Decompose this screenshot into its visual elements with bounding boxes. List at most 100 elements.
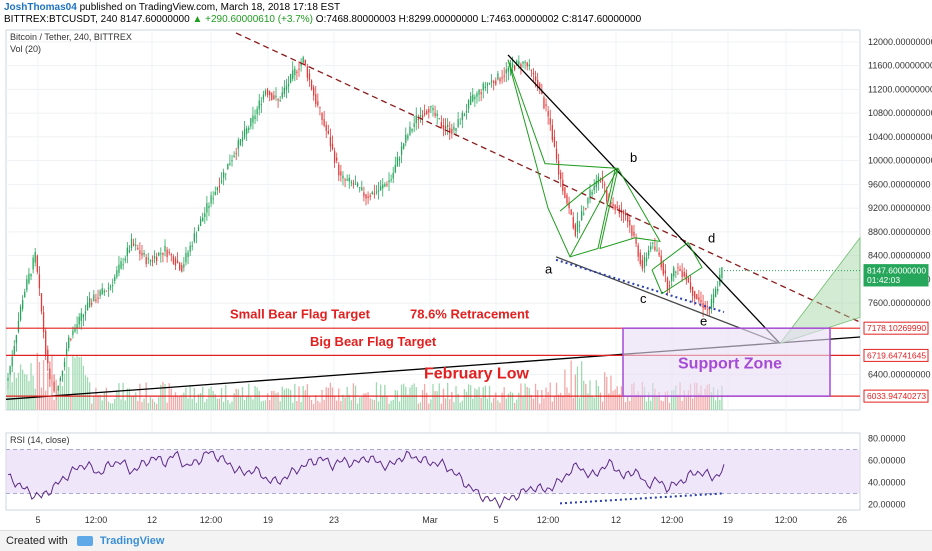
candle-body (294, 68, 296, 76)
volume-bar (262, 400, 265, 410)
volume-bar (484, 385, 486, 410)
candle-body (683, 271, 685, 277)
volume-bar (57, 390, 59, 410)
tradingview-logo-icon[interactable] (76, 536, 93, 547)
volume-bar (24, 374, 26, 410)
retracement-label: 78.6% Retracement (410, 307, 530, 322)
candle-body (227, 163, 229, 170)
candle-body (480, 92, 482, 95)
candle-body (601, 178, 604, 182)
candle-body (478, 89, 480, 95)
candle-body (516, 60, 518, 66)
volume-bar (520, 383, 522, 410)
candle-body (589, 190, 591, 200)
candle-body (231, 159, 233, 162)
volume-bar (174, 392, 177, 410)
volume-bar (482, 387, 484, 410)
volume-bar (537, 389, 539, 410)
volume-bar (55, 379, 57, 410)
candle-body (476, 93, 478, 97)
volume-bar (390, 400, 392, 410)
candle-body (68, 337, 70, 349)
candle-body (566, 194, 568, 204)
price-chart[interactable]: 12000.00000000 11600.00000000 11200.000000… (0, 28, 932, 530)
volume-bar (612, 390, 614, 410)
volume-bar (560, 392, 562, 410)
volume-bar (275, 392, 277, 410)
candle-body (254, 115, 256, 120)
volume-bar (453, 402, 455, 410)
candle-body (490, 80, 493, 83)
volume-bar (340, 401, 342, 410)
candle-body (555, 148, 558, 160)
candle-body (197, 227, 200, 232)
volume-bar (524, 383, 526, 410)
bear-flag-channel (599, 168, 661, 250)
candle-body (689, 282, 692, 290)
volume-bar (36, 352, 38, 410)
candle-body (176, 260, 179, 263)
candle-body (22, 300, 24, 309)
volume-bar (467, 384, 470, 410)
volume-bar (13, 372, 15, 410)
candle-body (9, 366, 11, 378)
volume-bar (451, 391, 453, 410)
price-tag-text: 01:42:03 (867, 275, 900, 285)
volume-bar (235, 388, 237, 410)
candle-body (501, 77, 503, 79)
candle-body (235, 152, 237, 154)
volume-bar (325, 387, 327, 410)
volume-bar (333, 396, 336, 410)
candle-body (488, 82, 491, 84)
volume-bar (677, 394, 679, 410)
volume-bar (497, 400, 499, 410)
volume-bar (551, 401, 553, 410)
candle-body (76, 324, 78, 329)
time-tick-label: 12 (147, 515, 157, 525)
candle-body (493, 81, 495, 83)
candle-body (233, 155, 235, 158)
candle-body (72, 330, 74, 336)
volume-bar (15, 377, 18, 410)
volume-bar (470, 385, 472, 410)
volume-bar (371, 399, 373, 410)
volume-bar (101, 400, 103, 410)
candle-body (396, 157, 399, 167)
volume-bar (382, 396, 384, 410)
candle-body (199, 219, 202, 226)
candle-body (109, 286, 112, 288)
time-tick-label: 5 (35, 515, 40, 525)
volume-bar (306, 384, 309, 410)
candle-body (444, 125, 447, 129)
volume-bar (273, 390, 275, 410)
volume-bar (553, 395, 556, 410)
candle-body (147, 258, 149, 260)
candle-body (547, 111, 549, 117)
volume-bar (702, 395, 704, 410)
volume-bar (662, 401, 664, 410)
candle-body (710, 299, 713, 310)
volume-bar (72, 355, 74, 410)
candle-body (260, 104, 262, 106)
volume-bar (350, 400, 352, 410)
tradingview-brand[interactable]: TradingView (99, 535, 165, 547)
candle-body (344, 179, 346, 181)
volume-bar (597, 385, 600, 410)
volume-bar (63, 373, 66, 410)
volume-bar (683, 390, 685, 410)
volume-bar (216, 398, 219, 410)
wave-label: d (708, 231, 715, 246)
volume-bar (415, 387, 417, 410)
volume-bar (313, 403, 315, 410)
volume-bar (170, 388, 172, 410)
candle-body (317, 101, 319, 106)
candle-body (187, 252, 189, 258)
volume-bar (708, 383, 710, 410)
candle-body (321, 113, 323, 120)
volume-bar (593, 397, 595, 410)
volume-bar (526, 386, 528, 410)
volume-bar (141, 402, 143, 410)
high-value: H:8299.00000000 (398, 14, 479, 25)
volume-bar (187, 398, 189, 410)
author-name[interactable]: JoshThomas04 (4, 2, 77, 13)
